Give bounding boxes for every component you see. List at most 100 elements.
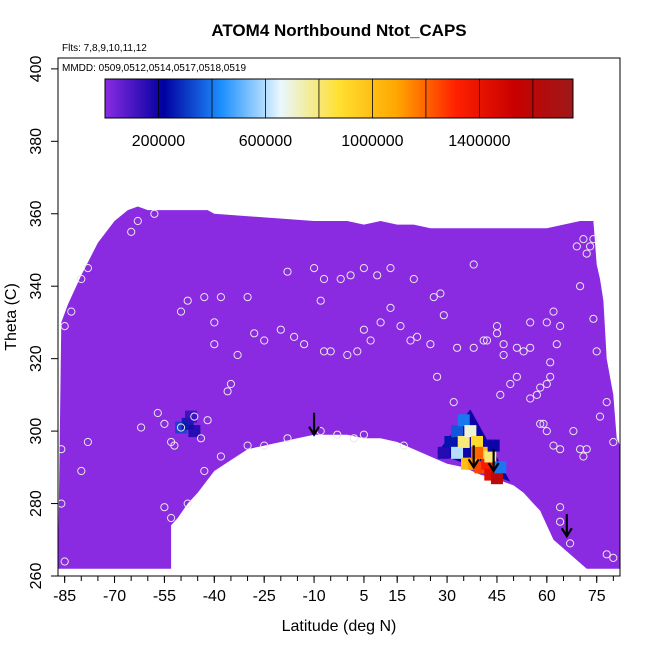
sample-point-35 bbox=[343, 350, 352, 360]
hot-cell-13 bbox=[490, 472, 503, 485]
sample-point-80 bbox=[595, 412, 605, 421]
chart-flights-note: Flts: 7,8,9,10,11,12 bbox=[62, 43, 147, 54]
sample-point-0 bbox=[60, 322, 69, 331]
sample-point-59 bbox=[549, 307, 558, 316]
sample-point-21 bbox=[429, 293, 438, 302]
sample-point-83 bbox=[589, 314, 598, 323]
sample-point-3 bbox=[83, 264, 93, 273]
sample-point-18 bbox=[373, 271, 382, 280]
sample-point-104 bbox=[260, 441, 269, 450]
hot-cell-1 bbox=[444, 435, 457, 448]
sample-point-101 bbox=[223, 387, 232, 396]
sample-point-4 bbox=[127, 227, 136, 236]
sample-point-121 bbox=[556, 503, 565, 512]
sample-point-52 bbox=[499, 340, 508, 349]
sample-point-78 bbox=[579, 452, 588, 461]
sample-point-48 bbox=[479, 336, 488, 345]
sample-point-28 bbox=[260, 336, 269, 345]
hot-cell-7 bbox=[471, 435, 484, 448]
sample-point-111 bbox=[160, 503, 169, 512]
sample-point-8 bbox=[183, 296, 192, 305]
sample-point-86 bbox=[586, 242, 595, 251]
sample-point-63 bbox=[546, 372, 555, 381]
arrow-1 bbox=[467, 445, 480, 470]
hot-cell-5 bbox=[457, 435, 470, 448]
x-tick-label-8: 30 bbox=[438, 588, 456, 605]
sample-point-69 bbox=[496, 390, 505, 399]
x-tick-label-9: 45 bbox=[488, 588, 506, 605]
sample-point-62 bbox=[546, 358, 555, 367]
sample-point-68 bbox=[512, 372, 522, 381]
sample-point-116 bbox=[83, 437, 93, 447]
sample-point-57 bbox=[526, 318, 535, 327]
sample-point-75 bbox=[556, 445, 565, 454]
sample-point-98 bbox=[190, 412, 199, 421]
sample-point-54 bbox=[512, 343, 522, 352]
x-tick-label-6: 5 bbox=[359, 588, 368, 605]
sample-point-11 bbox=[243, 293, 252, 302]
y-tick-label-5: 360 bbox=[28, 200, 45, 227]
colorbar: 200000 600000 1000000 1400000 bbox=[104, 78, 574, 150]
sample-point-72 bbox=[539, 419, 548, 428]
sample-point-96 bbox=[170, 441, 179, 450]
sample-point-10 bbox=[216, 293, 225, 302]
sample-point-93 bbox=[153, 408, 162, 418]
colorbar-gradient bbox=[104, 78, 574, 119]
sample-point-24 bbox=[210, 318, 219, 327]
sample-point-45 bbox=[439, 311, 448, 320]
sample-point-46 bbox=[453, 343, 462, 352]
x-tick-label-4: -25 bbox=[253, 588, 276, 605]
sample-point-60 bbox=[556, 322, 565, 331]
sample-point-29 bbox=[276, 325, 285, 334]
sample-point-120 bbox=[60, 557, 69, 566]
sample-point-76 bbox=[569, 427, 578, 436]
arrow-head-2 bbox=[487, 462, 500, 474]
colorbar-tick-label-0: 200000 bbox=[132, 133, 185, 150]
sample-point-37 bbox=[359, 325, 368, 334]
hot-cell-6 bbox=[464, 425, 477, 438]
sample-point-114 bbox=[200, 466, 209, 476]
y-tick-label-4: 340 bbox=[28, 273, 45, 300]
sample-point-22 bbox=[436, 289, 445, 298]
x-tick-label-2: -55 bbox=[153, 588, 176, 605]
sample-point-16 bbox=[346, 271, 355, 280]
sample-point-71 bbox=[536, 419, 545, 428]
chart-title: ATOM4 Northbound Ntot_CAPS bbox=[211, 21, 466, 40]
sample-point-85 bbox=[582, 249, 591, 258]
x-tick-label-10: 60 bbox=[538, 588, 556, 605]
sample-point-109 bbox=[359, 430, 368, 439]
sample-point-17 bbox=[359, 264, 368, 273]
hot-cell-17 bbox=[487, 439, 500, 452]
sample-point-124 bbox=[602, 550, 611, 559]
arrow-head-0 bbox=[308, 426, 320, 437]
sample-point-40 bbox=[386, 303, 395, 312]
sample-point-92 bbox=[137, 423, 146, 432]
arrow-head-3 bbox=[560, 527, 573, 539]
y-tick-label-7: 400 bbox=[28, 55, 45, 82]
data-field bbox=[58, 206, 620, 569]
sample-point-65 bbox=[536, 383, 545, 392]
sample-point-81 bbox=[602, 398, 611, 407]
colorbar-tick-label-1: 600000 bbox=[239, 133, 292, 150]
sample-point-105 bbox=[283, 434, 292, 443]
sample-point-14 bbox=[319, 274, 329, 284]
sample-point-125 bbox=[609, 553, 618, 563]
sample-point-110 bbox=[399, 441, 408, 450]
sample-point-94 bbox=[160, 419, 169, 428]
sample-points bbox=[58, 209, 618, 566]
sample-point-123 bbox=[566, 539, 575, 548]
sample-point-82 bbox=[592, 347, 601, 356]
sample-point-126 bbox=[609, 437, 618, 447]
sample-point-88 bbox=[579, 235, 588, 244]
sample-point-9 bbox=[200, 293, 209, 302]
sample-point-44 bbox=[426, 340, 435, 349]
sample-point-67 bbox=[526, 394, 535, 403]
sample-point-15 bbox=[336, 274, 345, 284]
sample-point-41 bbox=[396, 322, 405, 331]
colorbar-tick-label-3: 1400000 bbox=[448, 133, 510, 150]
x-tick-label-0: -85 bbox=[53, 588, 76, 605]
sample-point-26 bbox=[233, 350, 242, 360]
sample-point-12 bbox=[283, 267, 292, 276]
x-axis: -85 -70 -55 -40 -25 -10 5 15 30 45 60 75 bbox=[53, 576, 614, 605]
